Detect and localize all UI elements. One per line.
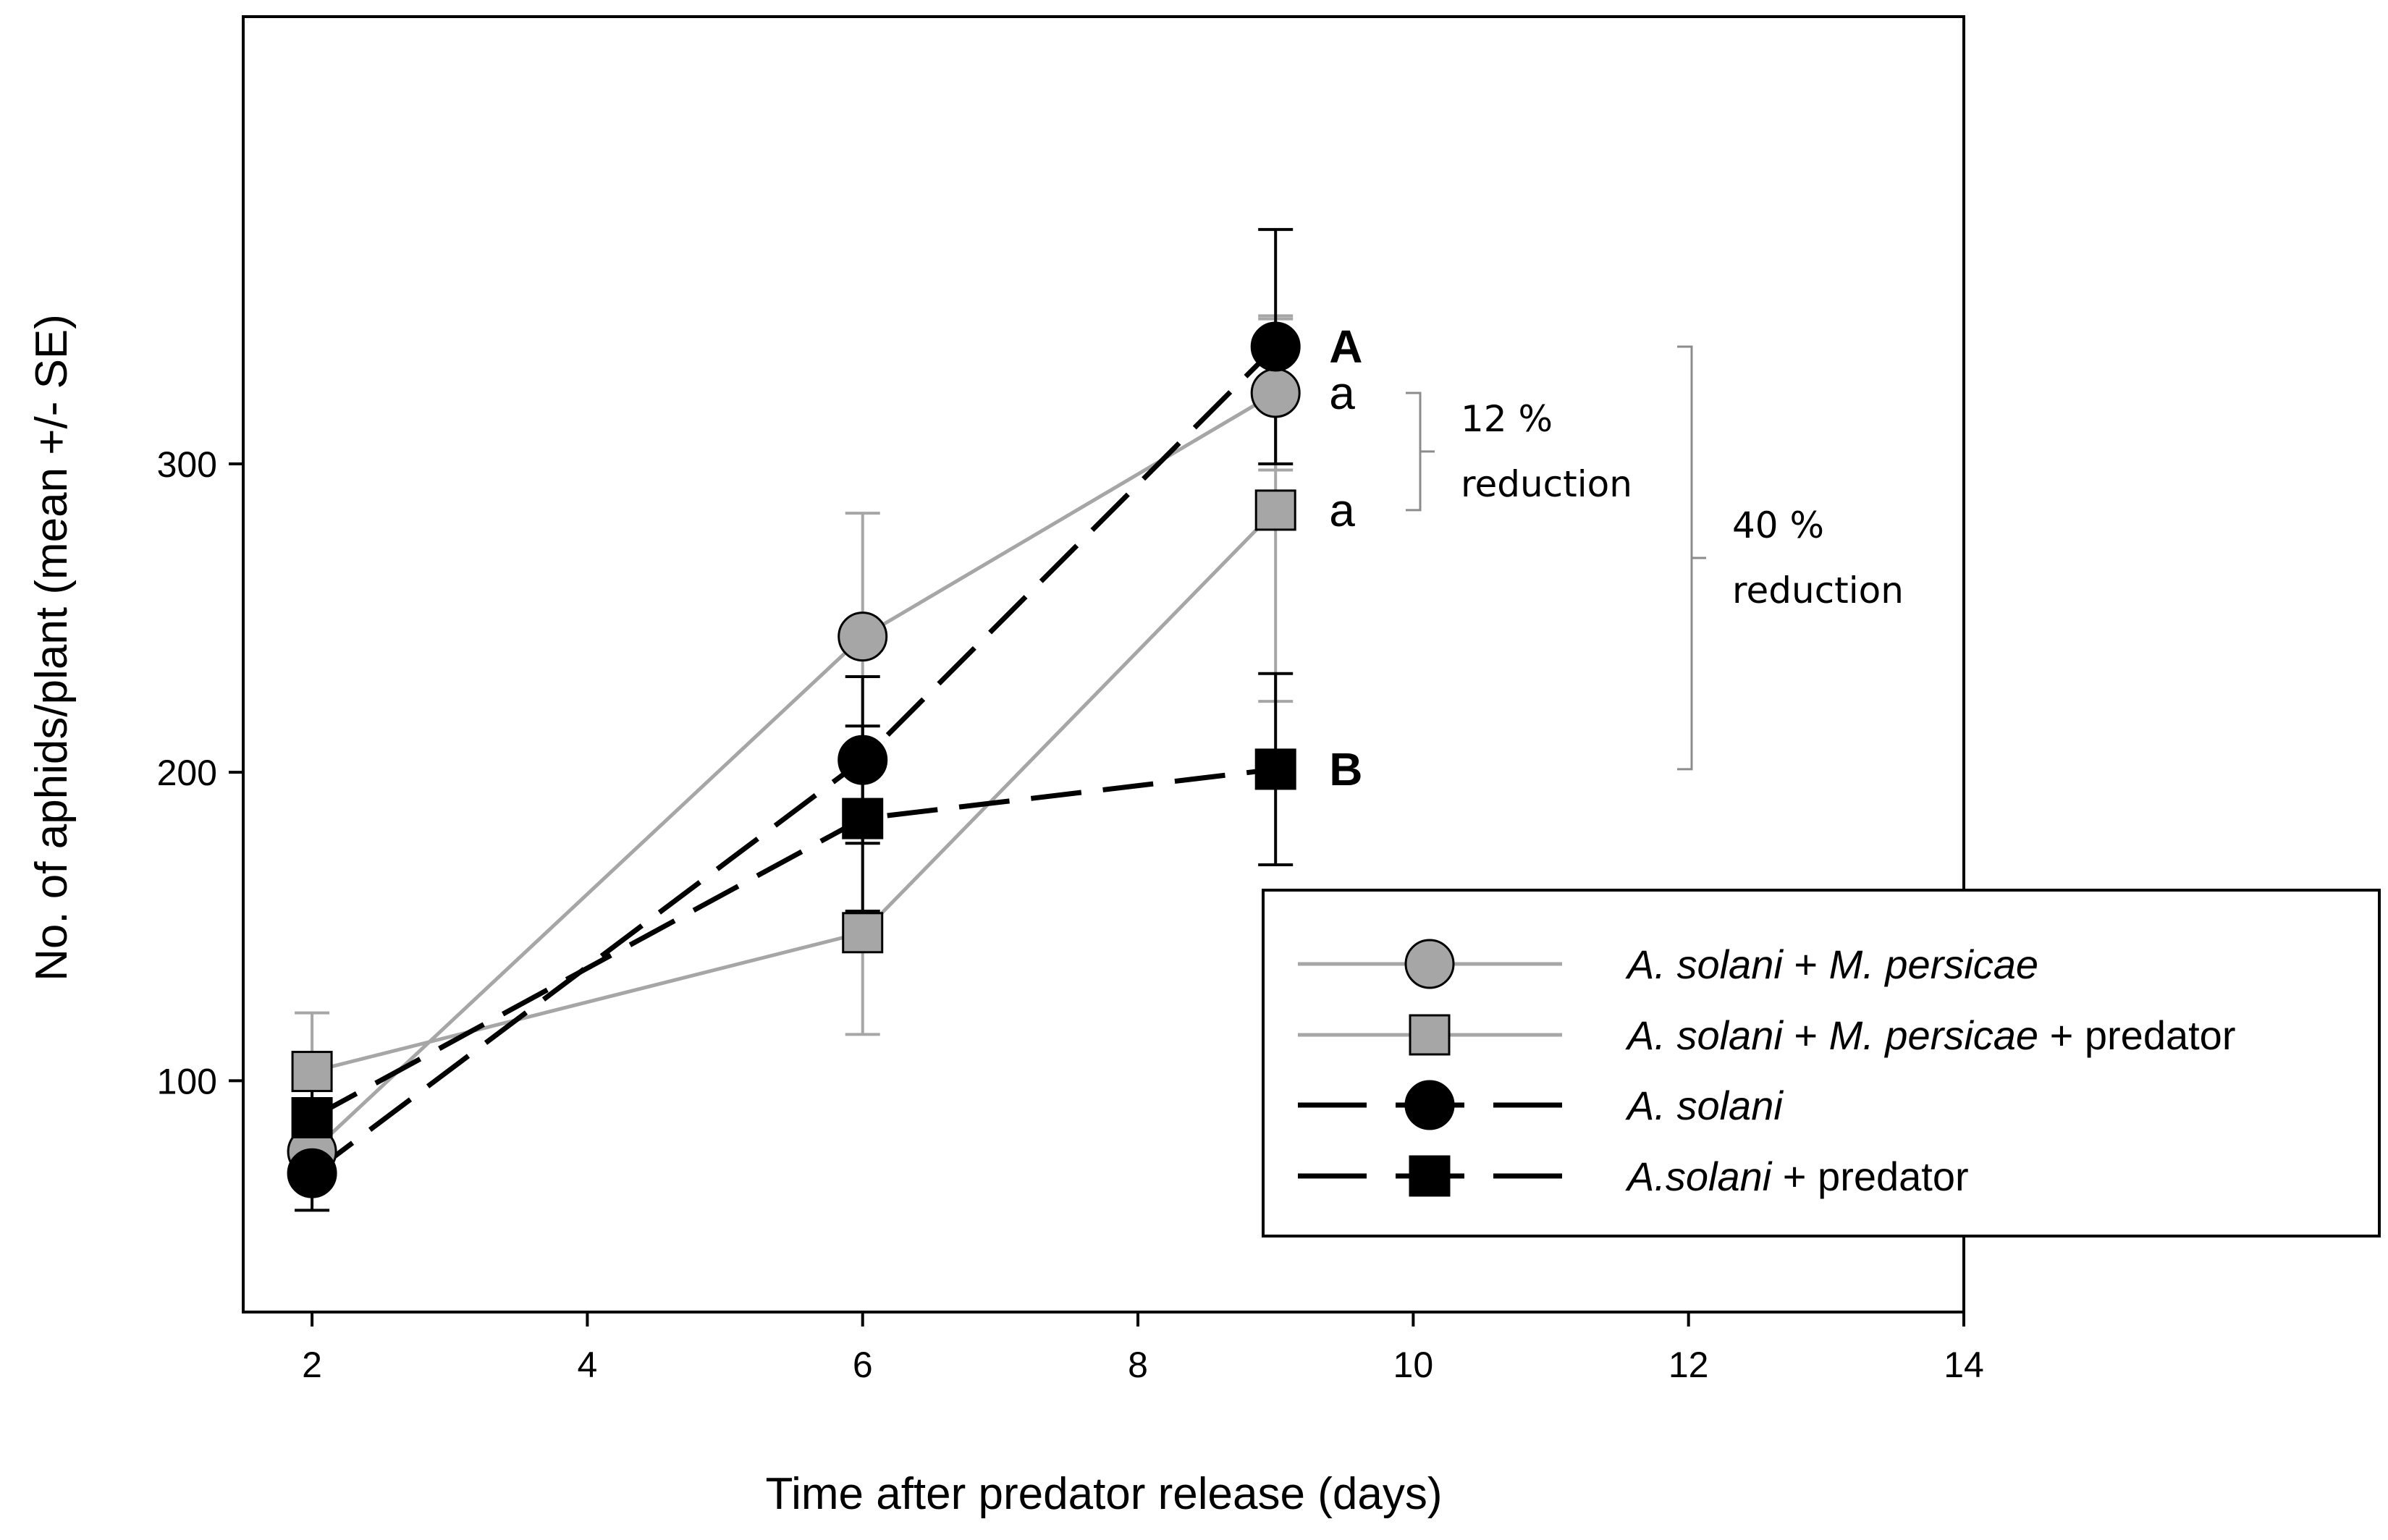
series-layer (287, 228, 1301, 1212)
error-bars-a-solani-m-persicae (295, 314, 1294, 1184)
legend-label-text: + predator (1771, 1154, 1968, 1199)
significance-letter: B (1329, 743, 1362, 795)
legend-entry: A. solani (1298, 1080, 1784, 1130)
data-point-a-solani-m-persicae-predator (291, 1051, 333, 1093)
data-point-a-solani-predator (291, 1097, 333, 1138)
legend-label-italic: A. solani (1625, 1012, 1784, 1058)
reduction-label: reduction (1461, 463, 1632, 505)
legend-label-text: + predator (2038, 1012, 2235, 1058)
error-bars-a-solani (295, 228, 1294, 1212)
y-axis-title: No. of aphids/plant (mean +/- SE) (27, 314, 77, 981)
legend-entry: A.solani + predator (1298, 1154, 1969, 1199)
legend-marker (1404, 1080, 1455, 1130)
error-bars-a-solani-predator (295, 672, 1294, 1154)
markers-a-solani (287, 321, 1301, 1198)
x-tick-label: 10 (1393, 1345, 1434, 1385)
x-tick-label: 2 (302, 1345, 322, 1385)
significance-letters: Aa a B (1329, 321, 1362, 795)
data-point-a-solani-predator (842, 798, 884, 839)
reduction-annotations: 12 % reduction 40 % reduction (1406, 345, 1904, 771)
markers-a-solani-m-persicae-predator (291, 489, 1296, 1093)
legend-label-italic: A. solani (1625, 1083, 1784, 1128)
y-tick-label: 100 (157, 1061, 217, 1101)
plot-frame (242, 15, 1965, 1313)
error-bars-a-solani-m-persicae-predator (295, 317, 1294, 1132)
reduction-label: reduction (1732, 570, 1904, 612)
legend-label-italic: M. persicae (1829, 942, 2038, 987)
reduction-percent: 40 % (1732, 504, 1824, 546)
significance-letter: a (1329, 367, 1355, 419)
legend-label: A.solani + predator (1625, 1154, 1969, 1199)
data-point-a-solani-predator (1254, 748, 1296, 790)
legend-label: A. solani + M. persicae (1625, 942, 2038, 987)
legend-marker (1409, 1014, 1451, 1056)
significance-letter: A (1329, 321, 1362, 373)
data-point-a-solani (1250, 321, 1301, 372)
x-tick-label: 14 (1944, 1345, 1984, 1385)
legend-entry: A. solani + M. persicae + predator (1298, 1012, 2235, 1058)
legend-label: A. solani + M. persicae + predator (1625, 1012, 2235, 1058)
data-point-a-solani (287, 1148, 337, 1198)
legend-marker (1404, 939, 1455, 989)
significance-letter: a (1329, 484, 1355, 536)
legend-label-italic: M. persicae (1829, 1012, 2038, 1058)
y-axis-ticks: 100 200 300 (157, 444, 243, 1101)
reduction-bracket (1406, 392, 1435, 512)
legend-label-text: + (1783, 1012, 1829, 1058)
legend-label-text: + (1783, 942, 1829, 987)
x-tick-label: 4 (577, 1345, 597, 1385)
y-tick-label: 200 (157, 753, 217, 793)
x-tick-label: 8 (1128, 1345, 1148, 1385)
legend-entry: A. solani + M. persicae (1298, 939, 2038, 989)
y-tick-label: 300 (157, 444, 217, 485)
data-point-a-solani-m-persicae (1250, 368, 1301, 418)
legend-marker (1409, 1155, 1451, 1197)
series-line-a-solani (310, 344, 1278, 1176)
data-point-a-solani (838, 735, 888, 785)
data-point-a-solani-m-persicae-predator (1254, 489, 1296, 531)
x-tick-label: 12 (1668, 1345, 1709, 1385)
x-axis-title: Time after predator release (days) (766, 1469, 1443, 1519)
markers-a-solani-predator (291, 748, 1296, 1138)
legend-label-italic: A. solani (1625, 942, 1784, 987)
data-point-a-solani-m-persicae-predator (842, 912, 884, 954)
x-axis-ticks: 2 4 6 8 10 12 14 (302, 1312, 1984, 1385)
reduction-bracket (1677, 345, 1706, 771)
x-tick-label: 6 (853, 1345, 873, 1385)
reduction-percent: 12 % (1461, 398, 1553, 440)
data-point-a-solani-m-persicae (838, 612, 888, 662)
markers-a-solani-m-persicae (287, 368, 1301, 1177)
legend-label: A. solani (1625, 1083, 1784, 1128)
legend-label-italic: A.solani (1625, 1154, 1773, 1199)
series-line-a-solani-m-persicae-predator (311, 509, 1277, 1073)
